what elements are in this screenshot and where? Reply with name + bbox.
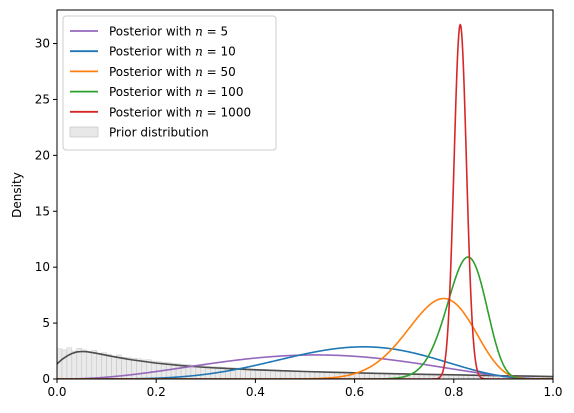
prior-hist-bar	[136, 358, 142, 379]
legend-label: Posterior with n = 5	[109, 25, 228, 39]
prior-hist-bar	[96, 353, 102, 379]
legend-label: Posterior with n = 50	[109, 65, 236, 79]
series-line-1	[57, 354, 553, 379]
series-line-4	[57, 256, 553, 379]
prior-hist-bar	[61, 349, 68, 379]
legend-swatch	[69, 126, 99, 138]
legend-label: Prior distribution	[109, 126, 209, 140]
prior-hist-bar	[101, 352, 107, 379]
y-tick-label: 10	[35, 260, 50, 274]
y-tick-label: 15	[35, 204, 50, 218]
prior-hist-bar	[91, 350, 97, 379]
y-axis: 0 5 10 15 20 25 30	[35, 37, 57, 386]
legend-label: Posterior with n = 100	[109, 85, 243, 99]
x-tick-label: 0.4	[246, 385, 265, 399]
y-tick-label: 0	[42, 372, 50, 386]
x-tick-label: 0.0	[47, 385, 66, 399]
prior-hist-bar	[294, 370, 301, 379]
y-tick-label: 5	[42, 316, 50, 330]
y-axis-label: Density	[10, 172, 24, 218]
x-tick-label: 0.8	[444, 385, 463, 399]
y-tick-label: 25	[35, 92, 50, 106]
prior-hist-bar	[81, 349, 87, 379]
x-axis: 0.0 0.2 0.4 0.6 0.8 1.0	[47, 379, 563, 399]
prior-hist-bar	[304, 371, 311, 379]
series-line-5	[57, 23, 553, 379]
x-tick-label: 1.0	[543, 385, 562, 399]
prior-hist-bar	[76, 348, 82, 379]
x-tick-label: 0.2	[147, 385, 166, 399]
prior-hist-bar	[86, 351, 92, 379]
y-tick-label: 30	[35, 37, 50, 51]
prior-hist-bar	[141, 359, 147, 379]
y-tick-label: 20	[35, 148, 50, 162]
prior-hist-bar	[106, 354, 112, 379]
legend-box	[62, 15, 277, 151]
legend: Posterior with n = 5 Posterior with n = 1…	[62, 15, 277, 151]
prior-hist-bar	[299, 370, 306, 379]
legend-label: Posterior with n = 10	[109, 45, 236, 59]
plot-frame	[56, 9, 554, 380]
x-tick-label: 0.6	[345, 385, 364, 399]
prior-hist-bar	[66, 347, 73, 379]
prior-hist-bar	[71, 350, 78, 379]
legend-label: Posterior with n = 1000	[109, 105, 251, 119]
prior-hist-bar	[131, 358, 137, 379]
